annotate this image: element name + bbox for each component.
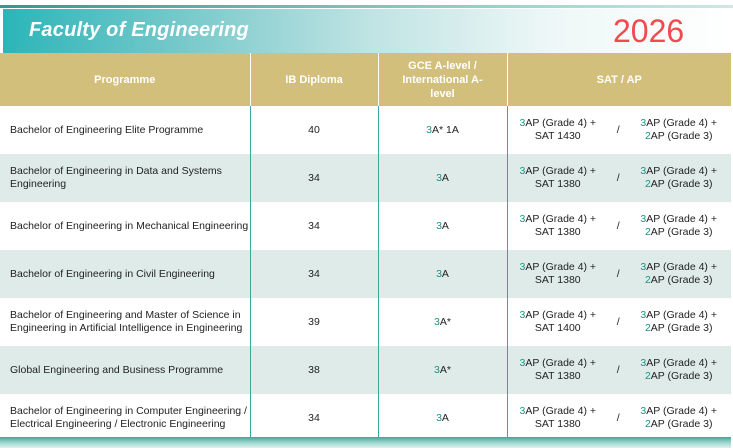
sat-option-line2: SAT 1400 [534, 322, 581, 334]
gce-requirement-cell: 3A* 1A [377, 106, 507, 154]
sat-ap-requirement: 3AP (Grade 4) + SAT 1430 / 3AP (Grade 4) … [506, 106, 731, 154]
ib-score: 34 [249, 250, 378, 298]
sat-ap-requirement: 3AP (Grade 4) + SAT 1380 / 3AP (Grade 4) … [506, 346, 731, 394]
ap-option-line2: 2AP (Grade 3) [644, 130, 713, 142]
gce-requirement: 3A* [434, 363, 451, 376]
gce-header-text: GCE A-level / International A-level [402, 59, 483, 100]
ap-option-line1: 3AP (Grade 4) + [640, 117, 717, 129]
gce-requirement: 3A* [434, 315, 451, 328]
ib-score: 38 [249, 346, 378, 394]
ap-option-line1: 3AP (Grade 4) + [640, 357, 717, 369]
column-header-ib: IB Diploma [249, 53, 378, 106]
ap-option-line1: 3AP (Grade 4) + [640, 165, 717, 177]
page-title: Faculty of Engineering [29, 19, 249, 41]
year-label: 2026 [613, 13, 685, 49]
ap-option-line2: 2AP (Grade 3) [644, 370, 713, 382]
ib-score: 34 [249, 154, 378, 202]
sat-option-line2: SAT 1380 [534, 418, 581, 430]
gce-requirement: 3A [436, 171, 449, 184]
option-separator: / [616, 267, 620, 280]
gce-requirement-cell: 3A [377, 202, 507, 250]
programme-name: Bachelor of Engineering Elite Programme [10, 123, 204, 136]
sat-option-line2: SAT 1380 [534, 370, 581, 382]
ap-option-line1: 3AP (Grade 4) + [640, 213, 717, 225]
gce-requirement-cell: 3A [377, 394, 507, 442]
option-separator: / [616, 123, 620, 136]
sat-option-line2: SAT 1380 [534, 226, 581, 238]
ap-option-line2: 2AP (Grade 3) [644, 418, 713, 430]
table-row: Bachelor of Engineering in Data and Syst… [0, 154, 731, 202]
option-separator: / [616, 171, 620, 184]
ib-score: 34 [249, 394, 378, 442]
faculty-banner: Faculty of Engineering 2026 [3, 9, 733, 53]
ib-score: 34 [249, 202, 378, 250]
ib-score: 39 [249, 298, 378, 346]
gce-requirement-cell: 3A* [377, 298, 507, 346]
sat-option-line1: 3AP (Grade 4) + [519, 261, 597, 273]
programme-name: Bachelor of Engineering in Civil Enginee… [0, 250, 250, 298]
sat-option-line1: 3AP (Grade 4) + [519, 357, 597, 369]
programme-name: Bachelor of Engineering in Data and Syst… [0, 154, 250, 202]
programme-name: Bachelor of Engineering in Mechanical En… [10, 219, 249, 232]
sat-ap-requirement: 3AP (Grade 4) + SAT 1380 / 3AP (Grade 4) … [506, 202, 731, 250]
table-row: Bachelor of Engineering in Computer Engi… [0, 394, 731, 442]
ib-score: 40 [249, 106, 378, 154]
option-separator: / [616, 315, 620, 328]
table-row: Bachelor of Engineering Elite Programme … [0, 106, 731, 154]
gce-requirement-cell: 3A [377, 154, 507, 202]
gce-requirement-cell: 3A* [377, 346, 507, 394]
gce-requirement: 3A [436, 411, 449, 424]
column-header-sat-ap: SAT / AP [506, 53, 731, 106]
ap-option-line1: 3AP (Grade 4) + [640, 309, 717, 321]
sat-option-line2: SAT 1380 [534, 178, 581, 190]
option-separator: / [616, 363, 620, 376]
sat-ap-requirement: 3AP (Grade 4) + SAT 1380 / 3AP (Grade 4) … [506, 394, 731, 442]
sat-option-line1: 3AP (Grade 4) + [519, 213, 597, 225]
sat-ap-requirement: 3AP (Grade 4) + SAT 1380 / 3AP (Grade 4) … [506, 154, 731, 202]
sat-option-line1: 3AP (Grade 4) + [519, 309, 597, 321]
gce-requirement-cell: 3A [377, 250, 507, 298]
table-row: Global Engineering and Business Programm… [0, 346, 731, 394]
option-separator: / [616, 219, 620, 232]
top-rule [0, 5, 733, 8]
gce-requirement: 3A [436, 267, 449, 280]
programme-name: Bachelor of Engineering and Master of Sc… [10, 309, 243, 334]
column-header-programme: Programme [0, 53, 250, 106]
programme-name: Global Engineering and Business Programm… [0, 346, 250, 394]
ap-option-line1: 3AP (Grade 4) + [640, 261, 717, 273]
sat-option-line1: 3AP (Grade 4) + [519, 117, 597, 129]
sat-option-line2: SAT 1380 [534, 274, 581, 286]
table-row: Bachelor of Engineering in Mechanical En… [0, 202, 731, 250]
sat-option-line1: 3AP (Grade 4) + [519, 165, 597, 177]
sat-option-line2: SAT 1430 [534, 130, 581, 142]
sat-ap-requirement: 3AP (Grade 4) + SAT 1380 / 3AP (Grade 4) … [506, 250, 731, 298]
table-row: Bachelor of Engineering and Master of Sc… [0, 298, 731, 346]
admission-requirements-table: Programme IB Diploma GCE A-level / Inter… [0, 53, 731, 442]
sat-ap-requirement: 3AP (Grade 4) + SAT 1400 / 3AP (Grade 4) … [506, 298, 731, 346]
ap-option-line2: 2AP (Grade 3) [644, 178, 713, 190]
ap-option-line1: 3AP (Grade 4) + [640, 405, 717, 417]
ap-option-line2: 2AP (Grade 3) [644, 322, 713, 334]
column-header-gce: GCE A-level / International A-level [377, 53, 507, 106]
gce-requirement: 3A [436, 219, 449, 232]
programme-name: Bachelor of Engineering in Computer Engi… [10, 405, 247, 430]
option-separator: / [616, 411, 620, 424]
table-header-row: Programme IB Diploma GCE A-level / Inter… [0, 53, 731, 106]
bottom-rule [0, 437, 731, 448]
gce-requirement: 3A* 1A [426, 123, 459, 136]
table-row: Bachelor of Engineering in Civil Enginee… [0, 250, 731, 298]
sat-option-line1: 3AP (Grade 4) + [519, 405, 597, 417]
ap-option-line2: 2AP (Grade 3) [644, 226, 713, 238]
ap-option-line2: 2AP (Grade 3) [644, 274, 713, 286]
